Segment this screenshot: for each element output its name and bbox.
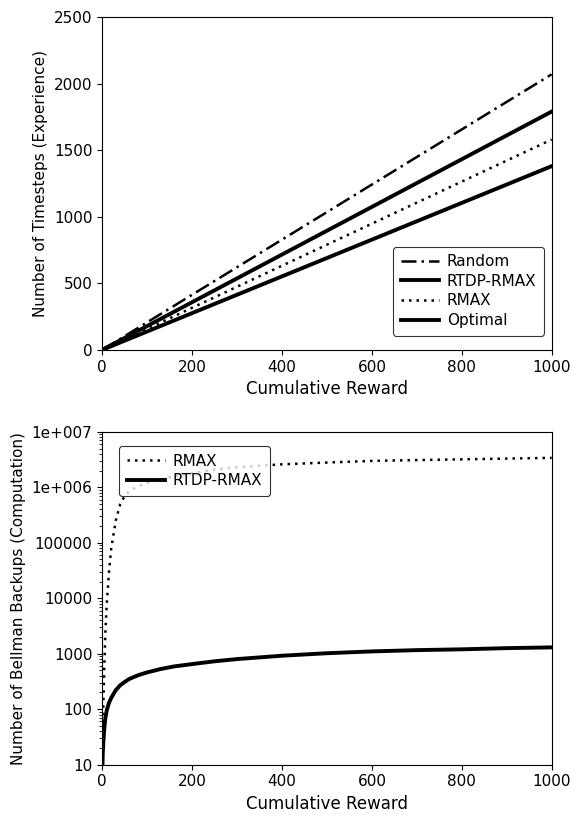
Y-axis label: Number of Bellman Backups (Computation): Number of Bellman Backups (Computation) [11, 432, 26, 765]
Legend: RMAX, RTDP-RMAX: RMAX, RTDP-RMAX [119, 446, 269, 496]
X-axis label: Cumulative Reward: Cumulative Reward [246, 795, 408, 813]
Legend: Random, RTDP-RMAX, RMAX, Optimal: Random, RTDP-RMAX, RMAX, Optimal [393, 246, 544, 335]
Y-axis label: Number of Timesteps (Experience): Number of Timesteps (Experience) [34, 50, 48, 317]
X-axis label: Cumulative Reward: Cumulative Reward [246, 380, 408, 398]
